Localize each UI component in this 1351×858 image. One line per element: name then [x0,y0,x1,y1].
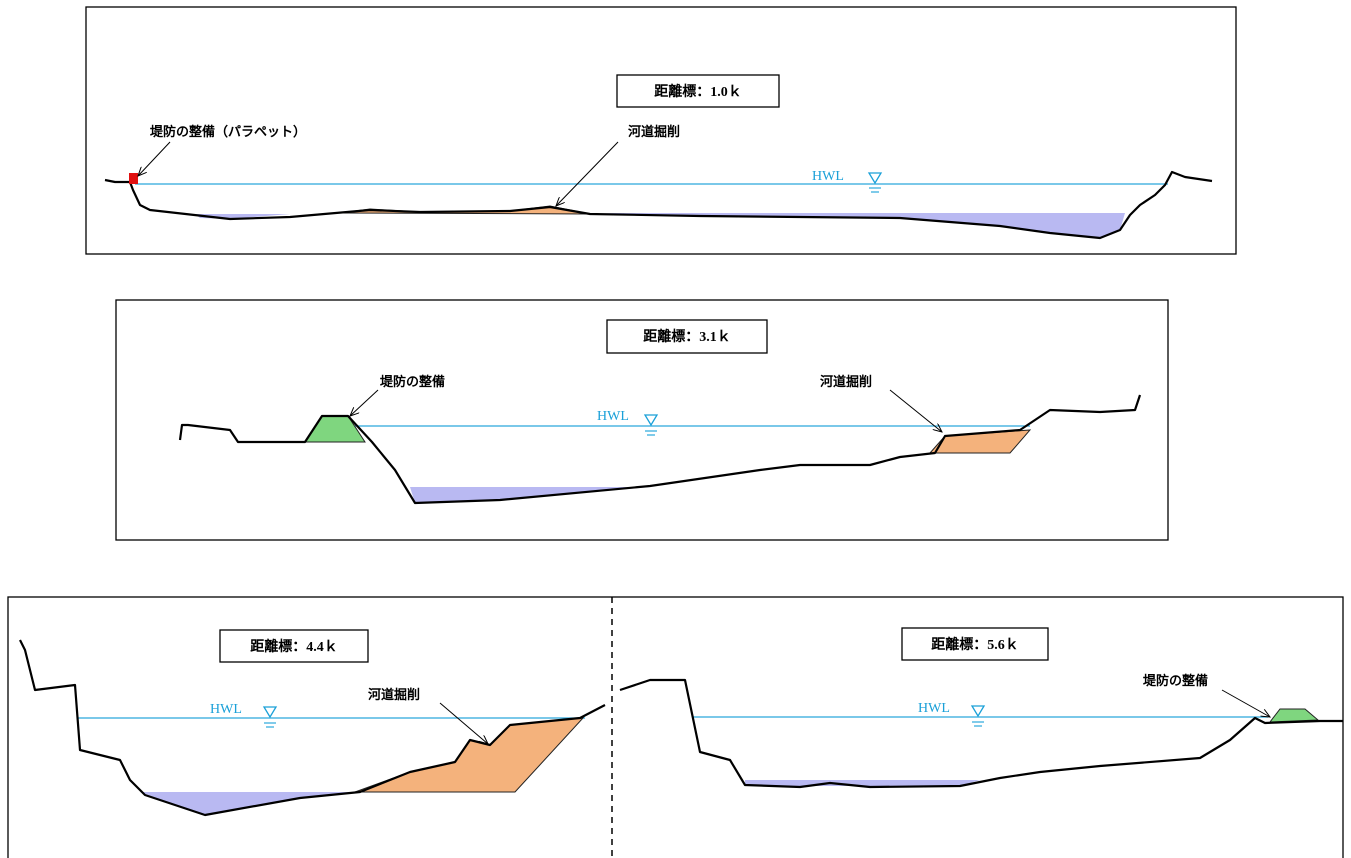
ground-profile [619,678,1343,789]
arrow [889,389,942,432]
water-level-symbol [262,706,278,728]
label-box [219,629,369,663]
annotation: 河道掘削 [368,687,420,703]
annotation: 河道掘削 [628,124,680,140]
section-label: 距離標：5.6ｋ [931,636,1019,653]
arrow [350,389,379,416]
arrow [1221,689,1270,717]
section-1: 距離標：1.0ｋ 堤防の整備（パラペット） 河道掘削 HWL [85,6,1237,255]
hwl-label: HWL [918,701,950,716]
section-label: 距離標：1.0ｋ [654,83,742,100]
section-2: 距離標：3.1ｋ 堤防の整備 河道掘削 HWL [115,299,1169,541]
section-3: 距離標：4.4ｋ 河道掘削 HWL 距離標：5.6ｋ 堤防の整備 HWL [7,596,1344,858]
hwl-label: HWL [210,702,242,717]
arrow [439,702,488,744]
water [600,213,1125,238]
ground-profile [104,170,1213,240]
panel-frame [7,596,1344,858]
label-box [901,627,1049,661]
parapet [129,173,138,184]
water-level-symbol [970,705,986,727]
annotation: 堤防の整備 [380,374,445,390]
section-label: 距離標：3.1ｋ [643,328,731,345]
water [745,780,980,786]
hwl-label: HWL [812,169,844,184]
label-box [606,319,768,354]
label-box [616,74,780,108]
annotation: 堤防の整備 [1143,673,1208,689]
section-label: 距離標：4.4ｋ [250,638,338,655]
arrow [138,141,171,176]
water-level-symbol [643,414,659,436]
ground-profile [178,394,1142,505]
ground-profile [19,639,606,817]
arrow [556,141,619,206]
annotation: 堤防の整備（パラペット） [150,124,306,140]
water-level-symbol [867,172,883,193]
hwl-label: HWL [597,409,629,424]
panel-frame [85,6,1237,255]
annotation: 河道掘削 [820,374,872,390]
